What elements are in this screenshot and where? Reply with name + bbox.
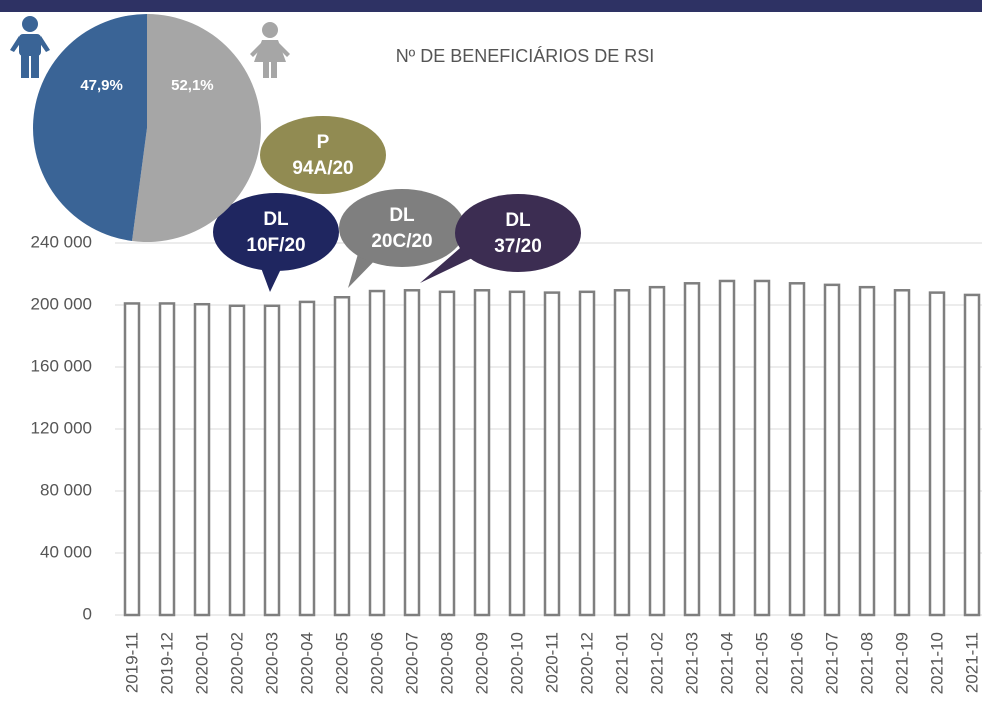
x-tick-label: 2021-09 bbox=[892, 632, 911, 694]
x-tick-label: 2020-07 bbox=[402, 632, 421, 694]
callout-text: 37/20 bbox=[494, 236, 542, 257]
bar bbox=[543, 291, 561, 617]
x-tick-label: 2021-08 bbox=[857, 632, 876, 694]
x-tick-label: 2020-05 bbox=[332, 632, 351, 694]
x-tick-label: 2021-07 bbox=[822, 632, 841, 694]
x-tick-label: 2020-10 bbox=[507, 632, 526, 694]
bar bbox=[928, 291, 946, 617]
x-tick-label: 2021-06 bbox=[787, 632, 806, 694]
bar bbox=[298, 300, 316, 617]
pie-slice bbox=[132, 14, 262, 242]
callout-text: 20C/20 bbox=[371, 231, 432, 252]
callout-text: DL bbox=[505, 210, 531, 231]
bar bbox=[893, 289, 911, 617]
callout: P 94A/20 bbox=[260, 116, 386, 194]
x-tick-label: 2020-08 bbox=[437, 632, 456, 694]
x-tick-label: 2020-03 bbox=[262, 632, 281, 694]
callout-bubble bbox=[339, 189, 465, 267]
x-tick-label: 2019-11 bbox=[122, 632, 141, 693]
x-tick-label: 2021-01 bbox=[612, 632, 631, 694]
bar bbox=[683, 282, 701, 617]
x-tick-label: 2020-09 bbox=[472, 632, 491, 694]
bar bbox=[578, 290, 596, 617]
y-tick-label: 0 bbox=[83, 604, 92, 623]
callout-text: 94A/20 bbox=[292, 158, 353, 179]
bar bbox=[858, 285, 876, 617]
x-tick-label: 2021-11 bbox=[962, 632, 981, 693]
bar bbox=[438, 290, 456, 617]
x-tick-label: 2021-10 bbox=[927, 632, 946, 694]
callout: DL 20C/20 bbox=[339, 189, 465, 288]
x-tick-label: 2021-04 bbox=[717, 632, 736, 694]
bar bbox=[508, 290, 526, 617]
bar bbox=[228, 304, 246, 617]
y-tick-label: 40 000 bbox=[40, 542, 92, 561]
pie-slice bbox=[33, 14, 147, 242]
bar bbox=[368, 289, 386, 617]
chart-title: Nº DE BENEFICIÁRIOS DE RSI bbox=[396, 46, 655, 66]
y-tick-label: 80 000 bbox=[40, 480, 92, 499]
bar bbox=[613, 289, 631, 617]
callout-text: DL bbox=[389, 205, 415, 226]
x-tick-label: 2021-03 bbox=[682, 632, 701, 694]
callout-text: P bbox=[317, 132, 330, 153]
callout-text: DL bbox=[263, 209, 289, 230]
bar bbox=[473, 289, 491, 617]
bar bbox=[788, 282, 806, 617]
x-tick-label: 2020-11 bbox=[542, 632, 561, 693]
bar bbox=[123, 302, 141, 617]
callout-bubble bbox=[455, 194, 581, 272]
male-icon bbox=[10, 16, 50, 78]
bar bbox=[718, 279, 736, 617]
top-band bbox=[0, 0, 982, 12]
y-tick-label: 240 000 bbox=[31, 232, 92, 251]
bar bbox=[403, 289, 421, 617]
pie-label: 52,1% bbox=[171, 77, 214, 94]
bar bbox=[263, 304, 281, 617]
bar bbox=[158, 302, 176, 617]
x-tick-label: 2020-12 bbox=[577, 632, 596, 694]
callout-bubble bbox=[260, 116, 386, 194]
bar bbox=[193, 302, 211, 617]
x-tick-label: 2020-06 bbox=[367, 632, 386, 694]
bar bbox=[823, 283, 841, 617]
bar bbox=[648, 285, 666, 617]
callout: DL 10F/20 bbox=[213, 193, 339, 292]
x-tick-label: 2021-05 bbox=[752, 632, 771, 694]
x-tick-label: 2020-04 bbox=[297, 632, 316, 694]
bar bbox=[333, 296, 351, 617]
callout: DL 37/20 bbox=[420, 194, 581, 283]
x-tick-label: 2020-02 bbox=[227, 632, 246, 694]
x-tick-label: 2019-12 bbox=[157, 632, 176, 694]
callout-bubble bbox=[213, 193, 339, 271]
bar bbox=[963, 293, 981, 617]
y-tick-label: 120 000 bbox=[31, 418, 92, 437]
y-tick-label: 160 000 bbox=[31, 356, 92, 375]
x-tick-label: 2021-02 bbox=[647, 632, 666, 694]
pie-label: 47,9% bbox=[80, 77, 123, 94]
y-tick-label: 200 000 bbox=[31, 294, 92, 313]
bar bbox=[753, 279, 771, 617]
female-icon bbox=[250, 22, 290, 78]
callout-text: 10F/20 bbox=[246, 235, 305, 256]
x-tick-label: 2020-01 bbox=[192, 632, 211, 694]
